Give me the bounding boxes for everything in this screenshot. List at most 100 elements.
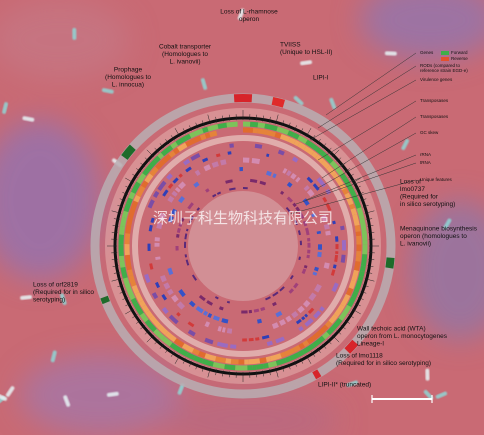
gene-reverse bbox=[274, 132, 282, 139]
gene-forward bbox=[326, 326, 336, 336]
rod bbox=[106, 391, 119, 397]
gene-forward bbox=[321, 331, 330, 340]
gene-reverse bbox=[124, 254, 132, 266]
scale-tick bbox=[136, 319, 142, 324]
scale-tick bbox=[368, 231, 375, 234]
annotation-text: (Homologues to bbox=[105, 74, 151, 81]
gene-forward bbox=[193, 355, 204, 364]
scale-tick bbox=[111, 278, 122, 282]
scale-tick bbox=[255, 371, 258, 378]
gene-forward bbox=[312, 335, 326, 348]
legend-text: RODs (compared to bbox=[420, 63, 461, 68]
legend-text: Transposases bbox=[420, 98, 449, 103]
scale-tick bbox=[358, 297, 364, 300]
rod-track bbox=[190, 153, 201, 161]
gene-forward bbox=[118, 234, 125, 245]
gene-forward bbox=[297, 135, 308, 144]
scale-tick bbox=[136, 168, 142, 173]
gene-forward bbox=[170, 141, 179, 150]
leader-line bbox=[325, 52, 417, 116]
annotation-text: LIPI-II* (truncated) bbox=[318, 382, 371, 389]
scale-tick bbox=[275, 114, 279, 125]
leader-line bbox=[321, 116, 417, 179]
legend-text: Forward bbox=[451, 50, 468, 55]
transposase-track bbox=[163, 282, 171, 290]
scale-tick bbox=[255, 114, 258, 121]
gene-forward bbox=[169, 342, 182, 353]
gene-forward bbox=[275, 357, 287, 366]
rod-track bbox=[168, 314, 179, 325]
gc-track bbox=[188, 300, 196, 308]
scale-tick bbox=[195, 122, 199, 129]
gene-reverse bbox=[149, 166, 159, 177]
scale-tick bbox=[322, 343, 327, 349]
gene-reverse bbox=[306, 335, 316, 345]
scale-tick bbox=[360, 290, 367, 294]
annotation-text: (Homologues to bbox=[162, 51, 208, 58]
scale-tick bbox=[268, 116, 271, 123]
rod-track bbox=[183, 158, 191, 166]
gene-reverse bbox=[230, 358, 239, 365]
gene-reverse bbox=[181, 343, 195, 353]
annotation-text: TVIISS bbox=[280, 42, 301, 49]
rod bbox=[72, 27, 77, 40]
scale-tick bbox=[140, 162, 146, 167]
gc-track bbox=[212, 315, 220, 322]
virulence-track bbox=[187, 321, 195, 328]
rna-track bbox=[184, 254, 188, 258]
rod bbox=[50, 350, 57, 363]
gene-reverse bbox=[149, 315, 161, 328]
gc-skew bbox=[298, 211, 305, 220]
annotation-text: operon (homologues to bbox=[400, 233, 467, 240]
scale-tick bbox=[222, 115, 224, 122]
transposase-track bbox=[226, 328, 233, 334]
annotation-text: LIPI-I bbox=[313, 75, 329, 82]
gene-forward bbox=[144, 319, 157, 333]
highlight bbox=[100, 295, 110, 305]
gene-forward bbox=[346, 296, 357, 308]
gene-reverse bbox=[280, 351, 287, 358]
scale-tick bbox=[322, 143, 327, 149]
rod-track bbox=[144, 273, 151, 284]
gene-reverse bbox=[298, 342, 305, 350]
virulence-track bbox=[202, 157, 209, 163]
rna-track bbox=[214, 296, 219, 300]
gene-reverse bbox=[328, 313, 339, 324]
virulence-track bbox=[325, 202, 332, 212]
scale-tick bbox=[113, 218, 120, 221]
scale-tick bbox=[305, 354, 312, 364]
gene-forward bbox=[257, 122, 266, 129]
gene-reverse bbox=[320, 159, 330, 169]
leader-line bbox=[305, 154, 417, 201]
scale-tick bbox=[132, 314, 138, 319]
gc-skew bbox=[259, 180, 267, 186]
gene-forward bbox=[342, 304, 352, 315]
gc-skew bbox=[187, 202, 194, 210]
transposase-track bbox=[271, 322, 279, 330]
gene-reverse bbox=[317, 324, 329, 336]
virulence-track bbox=[261, 334, 270, 340]
virulence-track bbox=[167, 183, 174, 189]
virulence-track bbox=[148, 224, 153, 232]
gene-forward bbox=[226, 121, 238, 128]
rod bbox=[300, 60, 313, 66]
scale-tick bbox=[165, 139, 170, 145]
gc-skew bbox=[301, 268, 307, 275]
scale-tick bbox=[207, 114, 211, 125]
gene-reverse bbox=[265, 356, 272, 363]
annotation-text: (Required for in silico serotyping) bbox=[336, 360, 431, 367]
scale-tick bbox=[355, 302, 361, 307]
scale-tick bbox=[122, 297, 128, 300]
scale-tick bbox=[367, 265, 374, 267]
transposase-track bbox=[308, 292, 317, 301]
rod bbox=[20, 295, 33, 300]
rod bbox=[59, 293, 67, 305]
gene-reverse bbox=[259, 357, 267, 364]
rna-track bbox=[196, 207, 201, 211]
annotation-text: L. ivanovii) bbox=[400, 241, 431, 248]
gc-skew bbox=[249, 178, 258, 183]
gene-reverse bbox=[350, 207, 358, 216]
